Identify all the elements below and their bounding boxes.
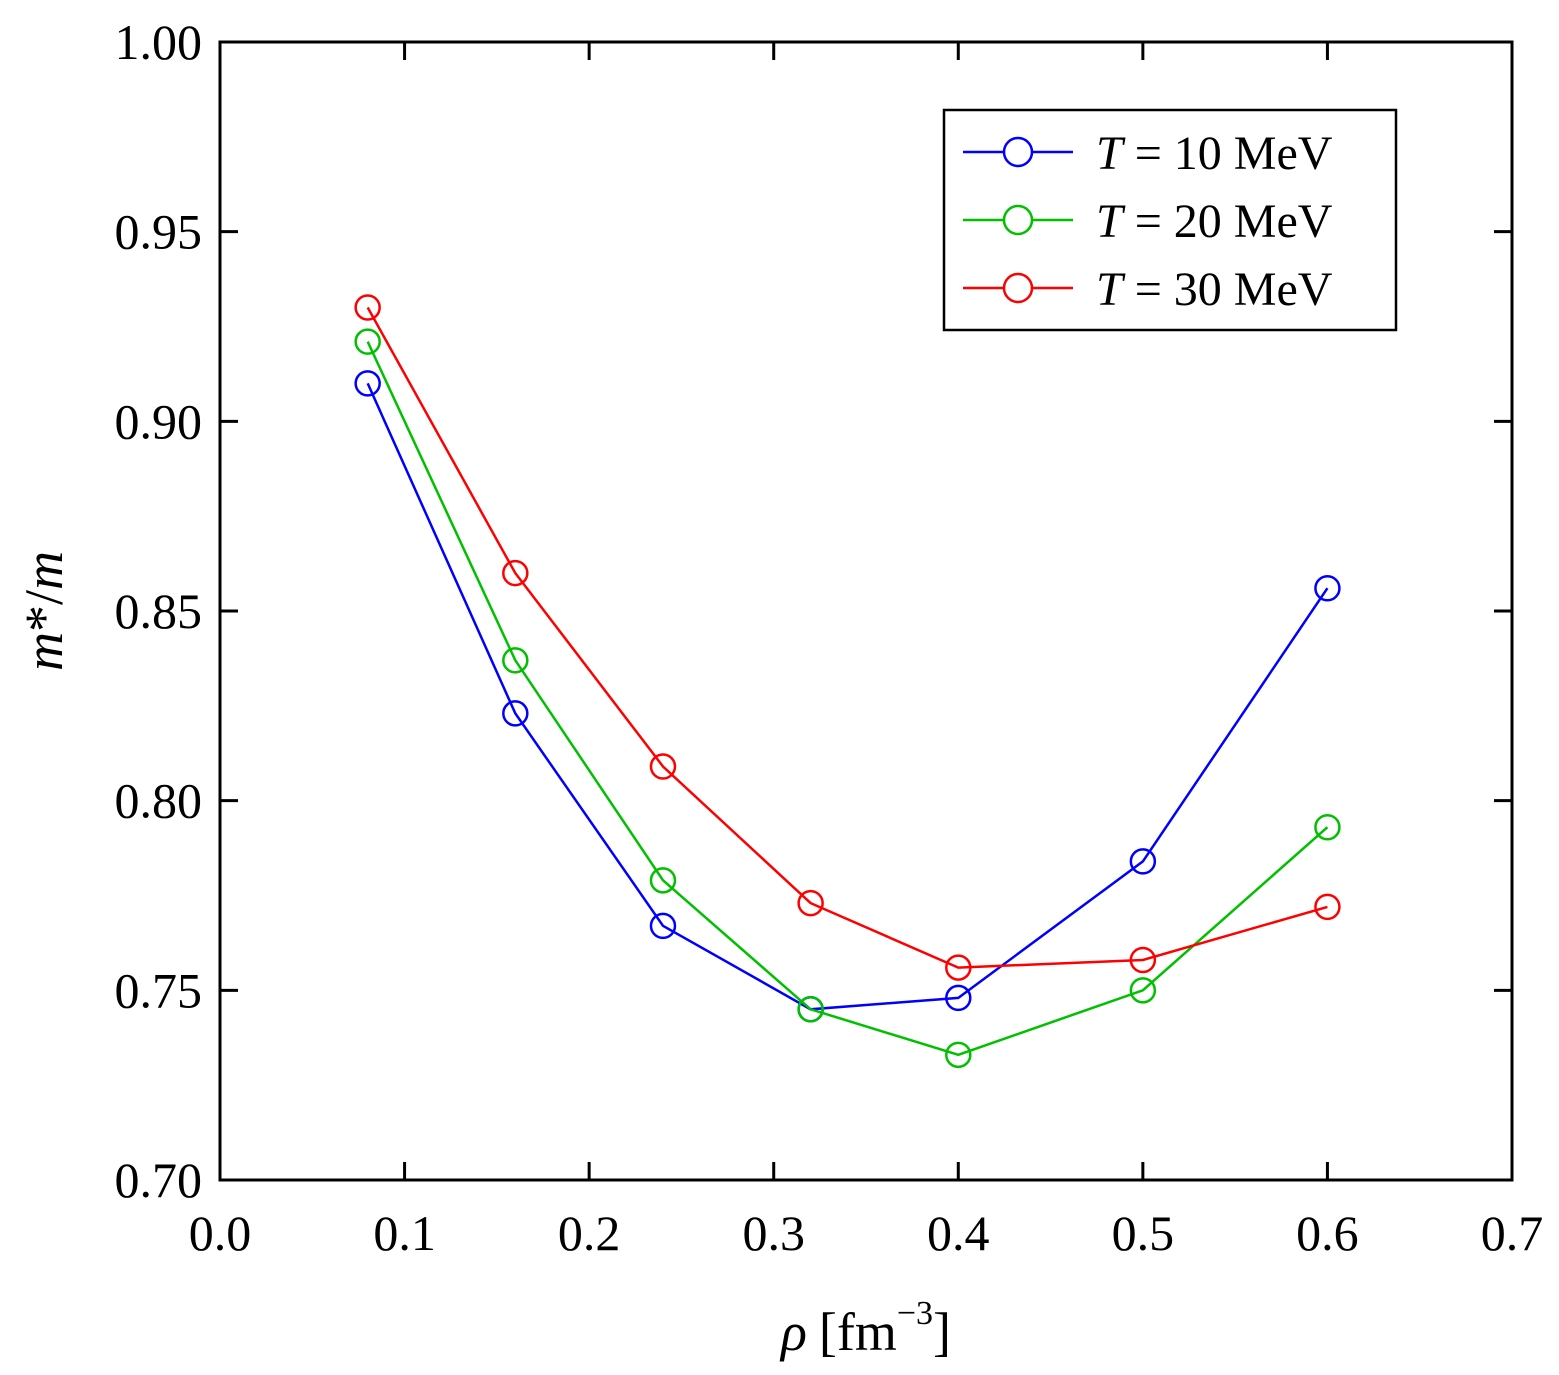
data-point (797, 889, 824, 917)
legend-label: T = 30 MeV (1096, 263, 1333, 316)
x-tick-label: 0.4 (927, 1205, 990, 1261)
x-tick-label: 0.6 (1296, 1205, 1359, 1261)
y-axis-m2: m (14, 551, 74, 590)
data-point (1314, 813, 1341, 841)
y-tick-label: 0.75 (115, 962, 203, 1018)
x-tick-label: 0.3 (742, 1205, 805, 1261)
y-tick-label: 0.85 (115, 583, 203, 639)
x-tick-label: 0.0 (189, 1205, 252, 1261)
x-tick-label: 0.7 (1481, 1205, 1544, 1261)
x-axis-close: ] (933, 1302, 951, 1362)
series-line (366, 382, 1329, 1011)
data-point (945, 984, 972, 1012)
data-point (1314, 893, 1341, 921)
legend-label-rest: = 20 MeV (1123, 195, 1333, 248)
series-group (354, 294, 1341, 1069)
data-point (945, 1041, 972, 1069)
y-tick-label: 1.00 (115, 14, 203, 70)
legend-label-var: T (1096, 263, 1126, 316)
data-point (502, 647, 529, 674)
x-tick-label: 0.1 (373, 1205, 436, 1261)
legend-marker (1002, 204, 1034, 236)
y-tick-label: 0.70 (115, 1152, 203, 1208)
data-point (797, 996, 824, 1023)
data-point (1129, 977, 1157, 1004)
legend-label-var: T (1096, 127, 1126, 180)
x-tick-label: 0.2 (558, 1205, 621, 1261)
data-point (502, 700, 529, 727)
legend-label: T = 10 MeV (1096, 127, 1333, 180)
data-point (354, 370, 381, 397)
data-point (1129, 946, 1157, 974)
legend-item-3: T = 30 MeV (963, 263, 1333, 316)
data-point (354, 328, 381, 355)
y-tick-label: 0.95 (115, 204, 203, 260)
series-line (366, 341, 1329, 1057)
data-point (502, 559, 529, 587)
data-point (649, 753, 677, 780)
data-point (354, 294, 381, 321)
x-axis-unit: [fm (819, 1302, 897, 1362)
series-1 (354, 370, 1341, 1023)
data-point (1129, 848, 1157, 875)
y-axis-label: m*/m (14, 551, 74, 671)
legend-item-1: T = 10 MeV (963, 127, 1333, 180)
data-point (649, 912, 677, 940)
y-tick-label: 0.80 (115, 773, 203, 829)
y-axis-m: m (14, 632, 74, 671)
legend-label: T = 20 MeV (1096, 195, 1333, 248)
legend-marker (1002, 136, 1034, 168)
legend-label-rest: = 30 MeV (1123, 263, 1333, 316)
data-point (649, 867, 677, 894)
data-point (1314, 574, 1341, 602)
x-tick-labels: 0.0 0.1 0.2 0.3 0.4 0.5 0.6 0.7 (189, 1205, 1544, 1261)
x-axis-exponent: −3 (897, 1295, 933, 1332)
series-line (366, 306, 1328, 969)
legend-marker (1002, 272, 1034, 304)
y-tick-label: 0.90 (115, 393, 203, 449)
x-axis-symbol: ρ (779, 1302, 807, 1362)
series-3 (354, 294, 1341, 981)
x-axis-label: ρ [fm−3] (779, 1295, 951, 1362)
ticks-group (220, 42, 1512, 1180)
series-2 (354, 328, 1341, 1069)
legend-item-2: T = 20 MeV (963, 195, 1333, 248)
x-tick-label: 0.5 (1112, 1205, 1175, 1261)
legend-label-var: T (1096, 195, 1126, 248)
y-axis-middle: */ (14, 590, 74, 632)
y-tick-labels: 0.70 0.75 0.80 0.85 0.90 0.95 1.00 (115, 14, 203, 1208)
data-point (945, 954, 972, 981)
legend-label-rest: = 10 MeV (1123, 127, 1333, 180)
